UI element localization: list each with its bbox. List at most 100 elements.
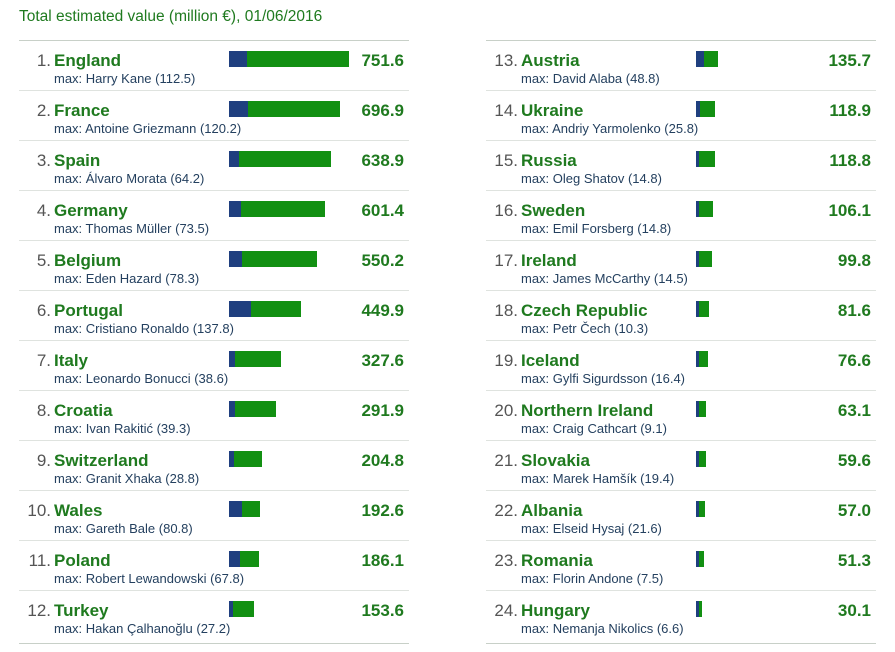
- value-bar: [229, 101, 340, 117]
- value-bar: [229, 501, 260, 517]
- table-row: 24. Hungary max: Nemanja Nikolics (6.6) 30.…: [486, 591, 876, 640]
- total-value-label: 81.6: [837, 301, 871, 320]
- top-player-label: max: Oleg Shatov (14.8): [521, 171, 662, 186]
- total-value-label: 118.9: [829, 101, 871, 120]
- value-bar: [696, 601, 702, 617]
- team-name: Poland: [54, 551, 111, 570]
- rest-of-squad-bar-segment: [699, 501, 705, 517]
- total-value-label: 63.1: [837, 401, 871, 420]
- top-player-label: max: Florin Andone (7.5): [521, 571, 664, 586]
- top-player-bar-segment: [696, 101, 700, 117]
- table-row: 19. Iceland max: Gylfi Sigurdsson (16.4) 76…: [486, 341, 876, 391]
- top-player-bar-segment: [696, 251, 699, 267]
- rank-label: 2.: [36, 101, 51, 120]
- top-player-bar-segment: [696, 551, 699, 567]
- rank-label: 12.: [27, 601, 51, 620]
- top-player-bar-segment: [229, 551, 240, 567]
- total-value-label: 59.6: [837, 451, 871, 470]
- value-bar: [696, 151, 715, 167]
- team-name: Portugal: [54, 301, 123, 320]
- value-bar: [229, 151, 331, 167]
- table-row: 8. Croatia max: Ivan Rakitić (39.3) 291.9: [19, 391, 409, 441]
- table-row: 15. Russia max: Oleg Shatov (14.8) 118.8: [486, 141, 876, 191]
- top-player-label: max: Harry Kane (112.5): [54, 71, 196, 86]
- total-value-label: 192.6: [361, 501, 404, 520]
- top-player-bar-segment: [696, 51, 704, 67]
- value-bar: [229, 601, 254, 617]
- rank-label: 9.: [36, 451, 51, 470]
- table-row: 13. Austria max: David Alaba (48.8) 135.7: [486, 41, 876, 91]
- value-bar: [229, 551, 259, 567]
- table-row: 4. Germany max: Thomas Müller (73.5) 601.4: [19, 191, 409, 241]
- rank-label: 22.: [494, 501, 518, 520]
- value-bar: [229, 51, 349, 67]
- rest-of-squad-bar-segment: [699, 601, 702, 617]
- top-player-label: max: David Alaba (48.8): [521, 71, 660, 86]
- value-bar: [696, 51, 718, 67]
- rest-of-squad-bar-segment: [240, 551, 259, 567]
- top-player-label: max: Eden Hazard (78.3): [54, 271, 200, 286]
- top-player-bar-segment: [229, 601, 233, 617]
- table-row: 20. Northern Ireland max: Craig Cathcart (…: [486, 391, 876, 441]
- team-name: Iceland: [521, 351, 580, 370]
- rank-label: 10.: [27, 501, 51, 520]
- top-player-bar-segment: [696, 401, 699, 417]
- team-name: Turkey: [54, 601, 109, 620]
- value-bar: [229, 301, 301, 317]
- rest-of-squad-bar-segment: [248, 101, 340, 117]
- top-player-bar-segment: [229, 301, 251, 317]
- team-name: France: [54, 101, 110, 120]
- rank-label: 18.: [494, 301, 518, 320]
- table-left-column: 1. England max: Harry Kane (112.5) 751.6 2. F…: [19, 40, 409, 644]
- rest-of-squad-bar-segment: [699, 551, 704, 567]
- total-value-label: 106.1: [828, 201, 871, 220]
- top-player-bar-segment: [696, 601, 699, 617]
- top-player-bar-segment: [696, 501, 699, 517]
- total-value-label: 76.6: [837, 351, 871, 370]
- table-row: 6. Portugal max: Cristiano Ronaldo (137.8)…: [19, 291, 409, 341]
- rest-of-squad-bar-segment: [233, 601, 254, 617]
- team-name: Sweden: [521, 201, 586, 220]
- top-player-label: max: Antoine Griezmann (120.2): [54, 121, 242, 136]
- rank-label: 24.: [494, 601, 518, 620]
- top-player-bar-segment: [696, 201, 699, 217]
- total-value-label: 204.8: [361, 451, 404, 470]
- value-bar: [229, 401, 276, 417]
- value-bar: [696, 301, 709, 317]
- rank-label: 3.: [36, 151, 51, 170]
- value-bar: [696, 401, 706, 417]
- team-name: Ukraine: [521, 101, 584, 120]
- total-value-label: 57.0: [837, 501, 871, 520]
- top-player-bar-segment: [229, 201, 241, 217]
- rest-of-squad-bar-segment: [699, 301, 709, 317]
- total-value-label: 291.9: [361, 401, 404, 420]
- top-player-label: max: Gareth Bale (80.8): [54, 521, 193, 536]
- total-value-label: 449.9: [361, 301, 404, 320]
- team-name: Germany: [54, 201, 128, 220]
- top-player-bar-segment: [229, 251, 242, 267]
- top-player-label: max: Leonardo Bonucci (38.6): [54, 371, 229, 386]
- rest-of-squad-bar-segment: [699, 251, 712, 267]
- team-name: Croatia: [54, 401, 113, 420]
- team-name: Belgium: [54, 251, 122, 270]
- chart-title: Total estimated value (million €), 01/06…: [19, 8, 323, 25]
- top-player-bar-segment: [229, 51, 247, 67]
- table-row: 1. England max: Harry Kane (112.5) 751.6: [19, 41, 409, 91]
- rest-of-squad-bar-segment: [699, 401, 706, 417]
- top-player-label: max: Granit Xhaka (28.8): [54, 471, 200, 486]
- rank-label: 23.: [494, 551, 518, 570]
- rest-of-squad-bar-segment: [242, 251, 317, 267]
- team-name: Switzerland: [54, 451, 149, 470]
- top-player-label: max: Andriy Yarmolenko (25.8): [521, 121, 699, 136]
- table-row: 10. Wales max: Gareth Bale (80.8) 192.6: [19, 491, 409, 541]
- table-row: 17. Ireland max: James McCarthy (14.5) 99.8: [486, 241, 876, 291]
- rank-label: 19.: [494, 351, 518, 370]
- top-player-bar-segment: [696, 351, 699, 367]
- top-player-bar-segment: [229, 501, 242, 517]
- top-player-label: max: Marek Hamšík (19.4): [521, 471, 675, 486]
- value-bar: [696, 351, 708, 367]
- top-player-label: max: Craig Cathcart (9.1): [521, 421, 667, 436]
- value-bar: [696, 501, 705, 517]
- top-player-label: max: Robert Lewandowski (67.8): [54, 571, 245, 586]
- total-value-label: 550.2: [361, 251, 404, 270]
